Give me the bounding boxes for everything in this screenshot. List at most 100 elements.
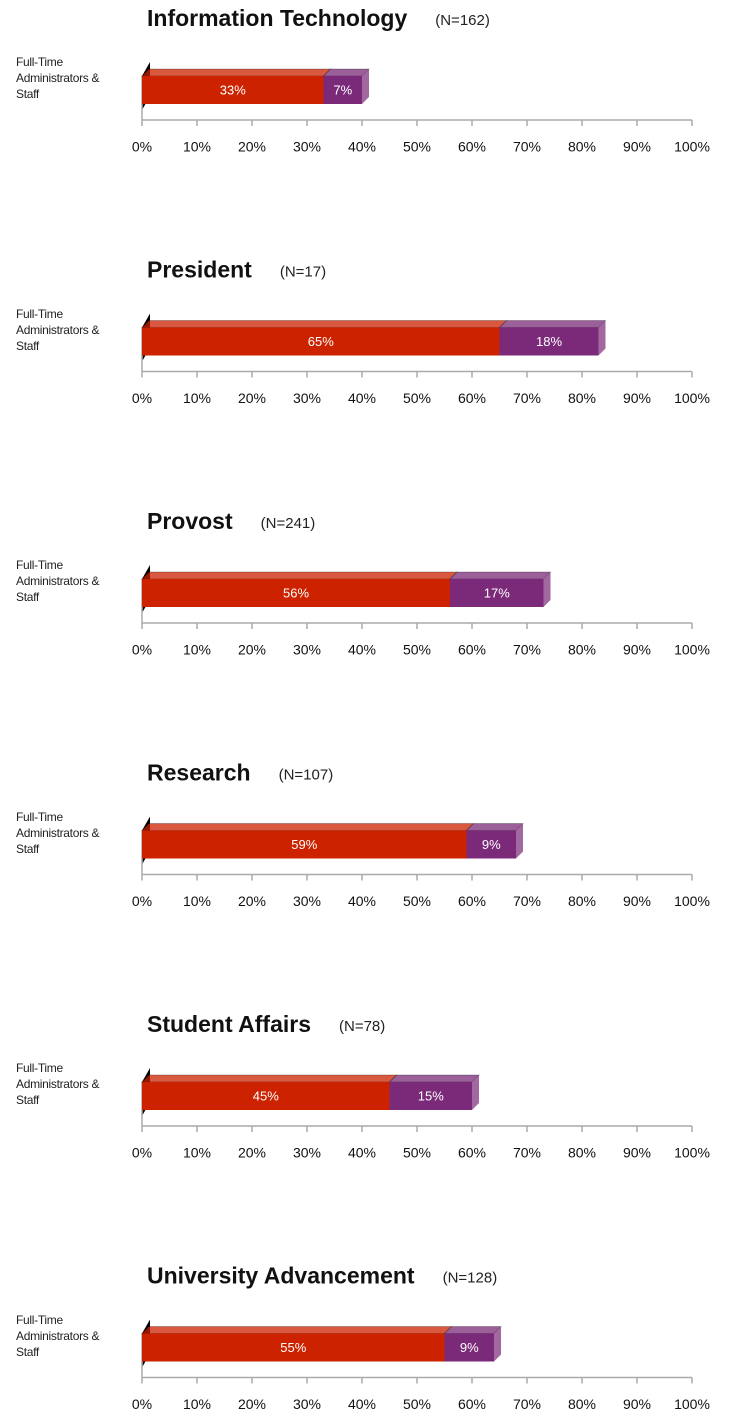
bar (466, 830, 516, 859)
bar-side (362, 69, 369, 104)
x-tick-label: 30% (293, 642, 321, 658)
x-tick-label: 60% (458, 1145, 486, 1161)
bar-side (598, 320, 606, 356)
chart-title: Research (147, 760, 251, 786)
category-label-box: Full-Time Administrators & Staff (16, 55, 100, 101)
bar-top (140, 571, 459, 580)
x-tick-label: 20% (238, 390, 266, 406)
category-label: Full-Time Administrators & Staff (16, 1312, 100, 1359)
x-tick-label: 80% (568, 642, 596, 658)
bar-top (388, 1074, 481, 1083)
x-tick-label: 40% (348, 1145, 376, 1161)
x-tick-label: 50% (403, 390, 431, 406)
x-tick-label: 0% (132, 139, 152, 155)
bar-top (322, 68, 371, 77)
x-tick-label: 40% (348, 139, 376, 155)
x-tick-label: 100% (674, 390, 710, 406)
x-tick-label: 70% (513, 390, 541, 406)
x-tick-label: 10% (183, 1396, 211, 1412)
bar-top (465, 823, 525, 831)
x-tick-label: 60% (458, 390, 486, 406)
x-tick-label: 70% (513, 893, 541, 909)
bar (142, 327, 500, 356)
x-tick-label: 30% (293, 1145, 321, 1161)
bar-side (543, 572, 551, 607)
value-label: 55% (280, 1340, 306, 1355)
chart-subtitle: (N=107) (279, 766, 334, 783)
x-tick-label: 0% (132, 642, 152, 658)
x-tick-label: 100% (674, 1145, 710, 1161)
x-tick-label: 10% (183, 139, 211, 155)
bar (499, 327, 599, 356)
value-label: 56% (283, 585, 309, 600)
x-tick-label: 20% (238, 893, 266, 909)
x-tick-label: 80% (568, 390, 596, 406)
x-tick-label: 50% (403, 893, 431, 909)
x-tick-label: 100% (674, 893, 710, 909)
x-tick-label: 0% (132, 390, 152, 406)
x-tick-label: 60% (458, 642, 486, 658)
chart: Provost (N=241) Full-Time Administrators &… (16, 508, 710, 658)
x-tick-label: 90% (623, 390, 651, 406)
bar (450, 579, 544, 607)
bar-top (498, 320, 607, 328)
x-tick-label: 0% (132, 1396, 152, 1412)
x-tick-label: 60% (458, 1396, 486, 1412)
x-tick-label: 60% (458, 139, 486, 155)
chart-title: Provost (147, 508, 233, 534)
x-tick-label: 70% (513, 642, 541, 658)
value-label: 7% (333, 82, 352, 97)
bar-top (140, 68, 332, 77)
bar-side (516, 823, 523, 859)
x-tick-label: 70% (513, 139, 541, 155)
value-label: 15% (418, 1088, 444, 1103)
value-label: 59% (291, 837, 317, 852)
bar-side (472, 1075, 479, 1110)
x-tick-label: 80% (568, 1396, 596, 1412)
x-tick-label: 90% (623, 1145, 651, 1161)
bar (142, 579, 450, 607)
x-tick-label: 40% (348, 893, 376, 909)
chart-title: Information Technology (147, 5, 407, 31)
bar (142, 76, 324, 104)
value-label: 65% (308, 334, 334, 349)
x-tick-label: 20% (238, 1145, 266, 1161)
chart: President (N=17) Full-Time Administrators … (16, 257, 710, 407)
value-label: 45% (253, 1088, 279, 1103)
bar-top (140, 823, 475, 831)
x-tick-label: 40% (348, 390, 376, 406)
x-tick-label: 0% (132, 1145, 152, 1161)
bar-top (448, 571, 552, 580)
category-label: Full-Time Administrators & Staff (16, 558, 100, 604)
x-tick-label: 20% (238, 1396, 266, 1412)
chart: Information Technology (N=162) Full-Time A… (16, 5, 710, 155)
bar (389, 1082, 472, 1110)
x-tick-label: 80% (568, 1145, 596, 1161)
bar (142, 1333, 445, 1362)
x-tick-label: 100% (674, 642, 710, 658)
value-label: 33% (220, 82, 246, 97)
x-tick-label: 90% (623, 139, 651, 155)
bar-top (140, 1074, 398, 1083)
category-label: Full-Time Administrators & Staff (16, 55, 100, 101)
x-tick-label: 70% (513, 1396, 541, 1412)
bar (323, 76, 362, 104)
chart: Student Affairs (N=78) Full-Time Administr… (16, 1011, 710, 1161)
category-label: Full-Time Administrators & Staff (16, 1061, 100, 1107)
x-tick-label: 0% (132, 893, 152, 909)
bar (444, 1333, 494, 1362)
x-tick-label: 20% (238, 642, 266, 658)
chart: University Advancement (N=128) Full-Time A… (16, 1263, 710, 1413)
x-tick-label: 30% (293, 139, 321, 155)
category-label-box: Full-Time Administrators & Staff (16, 1312, 100, 1359)
category-label-box: Full-Time Administrators & Staff (16, 558, 100, 604)
x-tick-label: 30% (293, 893, 321, 909)
x-tick-label: 50% (403, 139, 431, 155)
bar-side (494, 1326, 501, 1362)
bar-top (140, 1326, 453, 1334)
category-label-box: Full-Time Administrators & Staff (16, 307, 100, 353)
x-tick-label: 80% (568, 139, 596, 155)
chart-subtitle: (N=241) (261, 515, 316, 532)
chart-subtitle: (N=162) (435, 12, 490, 29)
